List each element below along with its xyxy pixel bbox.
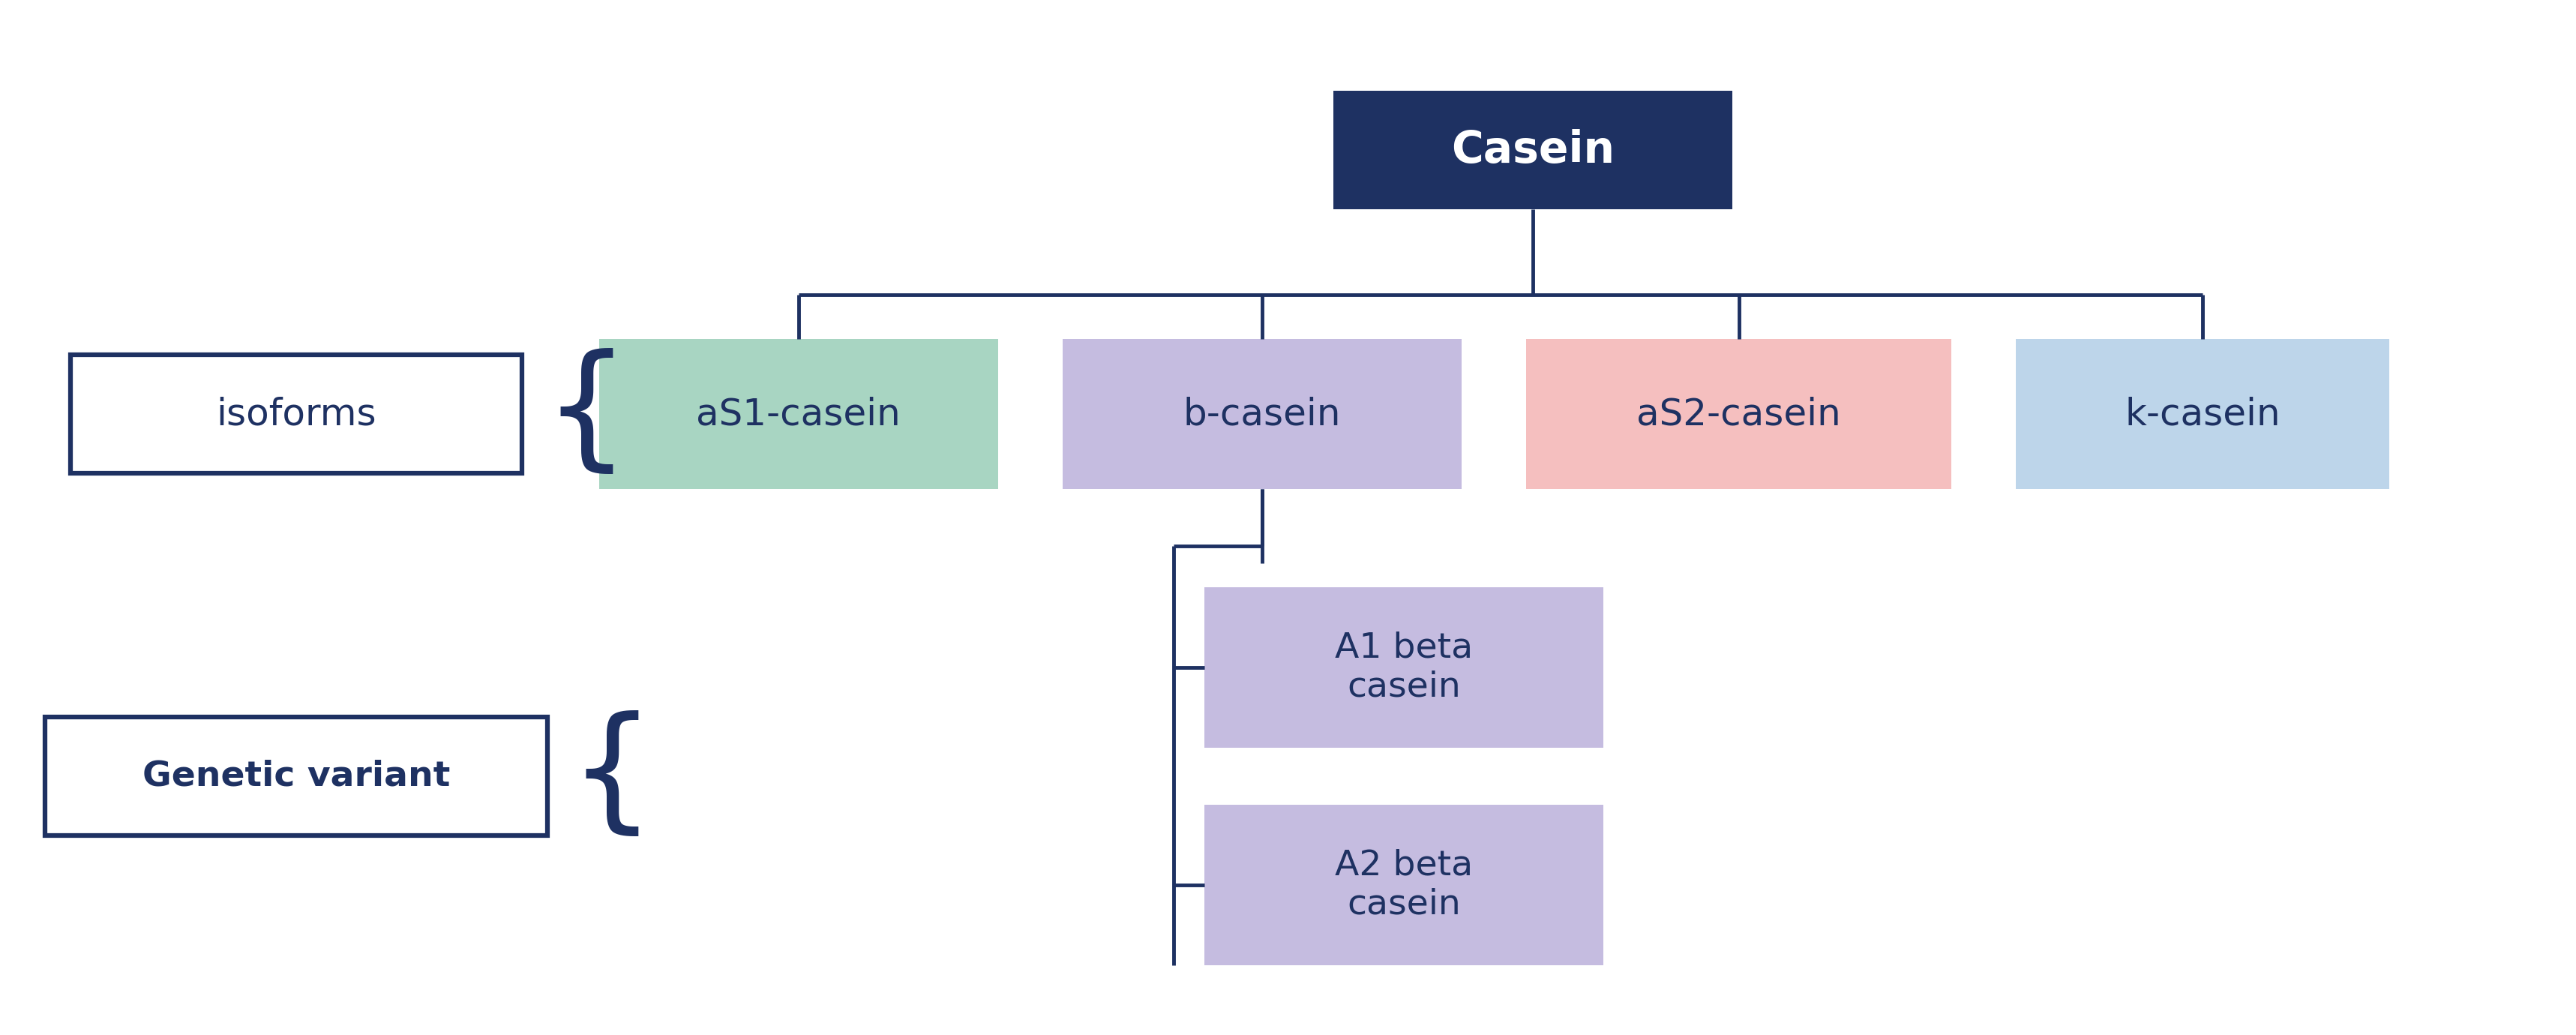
- Text: b-casein: b-casein: [1182, 396, 1342, 432]
- Text: {: {: [569, 710, 654, 842]
- Text: A2 beta
casein: A2 beta casein: [1334, 849, 1473, 921]
- Text: {: {: [544, 348, 629, 480]
- Text: A1 beta
casein: A1 beta casein: [1334, 631, 1473, 704]
- Text: aS1-casein: aS1-casein: [696, 396, 902, 432]
- Text: isoforms: isoforms: [216, 396, 376, 432]
- FancyBboxPatch shape: [1528, 339, 1953, 490]
- Text: Casein: Casein: [1450, 128, 1615, 172]
- FancyBboxPatch shape: [1334, 91, 1731, 210]
- Text: Genetic variant: Genetic variant: [142, 760, 451, 793]
- FancyBboxPatch shape: [1206, 588, 1605, 748]
- Text: aS2-casein: aS2-casein: [1636, 396, 1842, 432]
- FancyBboxPatch shape: [1206, 805, 1605, 965]
- FancyBboxPatch shape: [72, 355, 523, 474]
- FancyBboxPatch shape: [598, 339, 997, 490]
- FancyBboxPatch shape: [2014, 339, 2391, 490]
- Text: k-casein: k-casein: [2125, 396, 2280, 432]
- FancyBboxPatch shape: [1064, 339, 1463, 490]
- FancyBboxPatch shape: [46, 717, 549, 836]
